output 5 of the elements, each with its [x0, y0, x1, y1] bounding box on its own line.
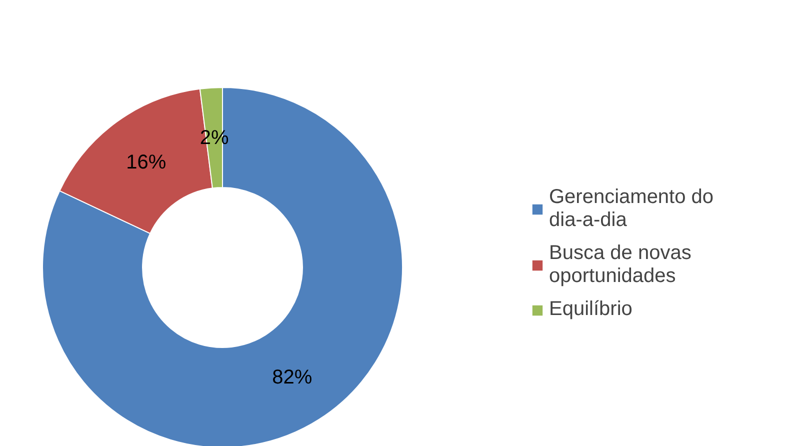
legend-label: Equilíbrio	[549, 298, 632, 321]
data-label: 16%	[126, 151, 166, 174]
legend-label: Gerenciamento do dia-a-dia	[549, 186, 714, 232]
legend-label: Busca de novas oportunidades	[549, 242, 692, 288]
data-label: 82%	[272, 366, 312, 388]
